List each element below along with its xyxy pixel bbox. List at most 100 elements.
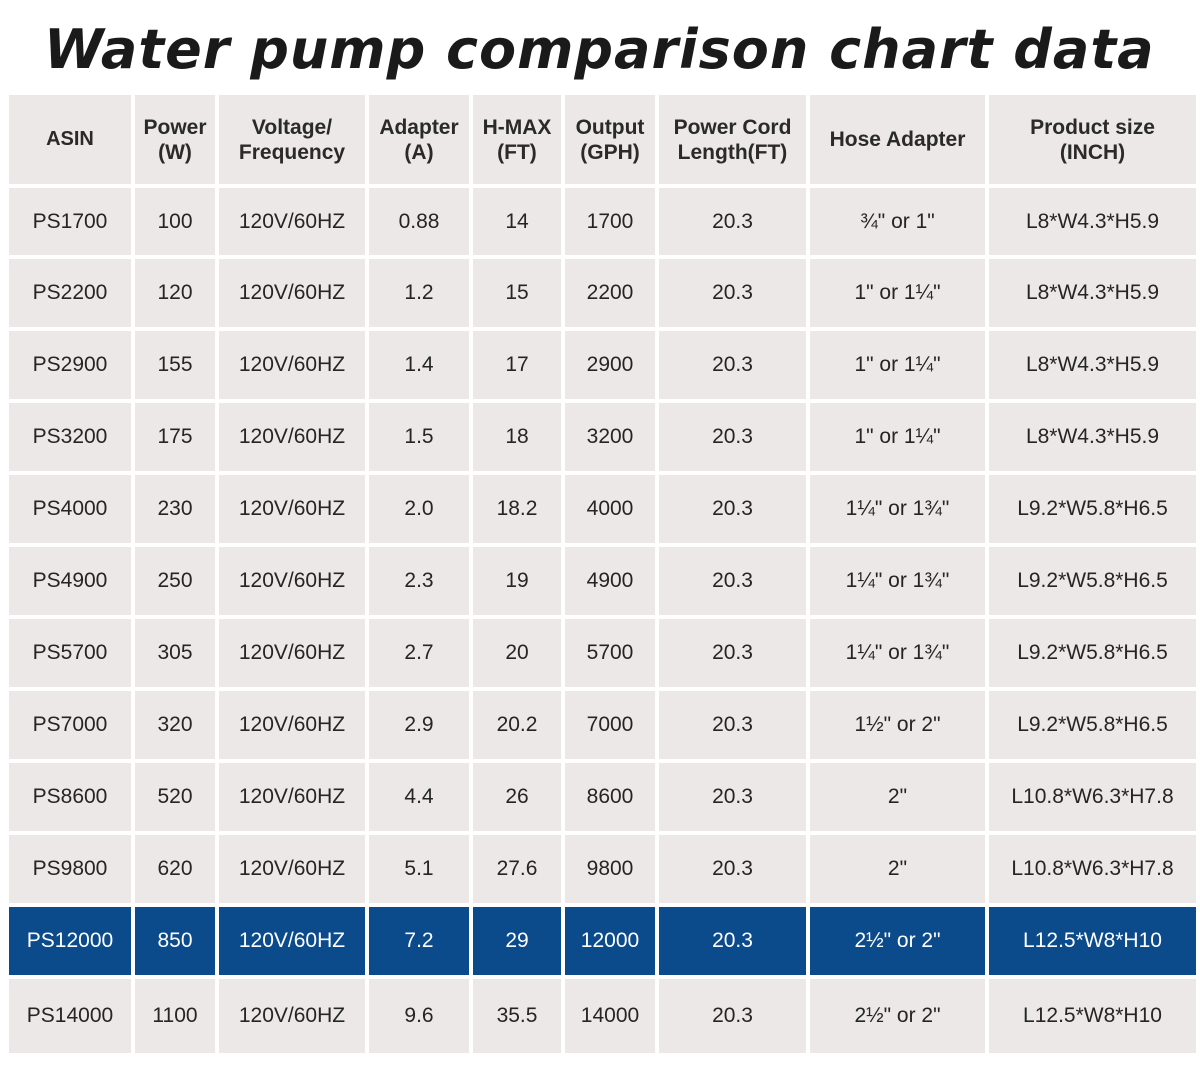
table-cell-voltage-frequency: 120V/60HZ xyxy=(219,547,365,615)
table-cell-asin: PS2900 xyxy=(9,331,131,399)
table-cell-adapter: 1.5 xyxy=(369,403,469,471)
table-cell-power: 1100 xyxy=(135,979,215,1053)
table-cell-power: 155 xyxy=(135,331,215,399)
table-cell-h-max: 17 xyxy=(473,331,561,399)
table-cell-hose-adapter: ¾" or 1" xyxy=(810,188,985,255)
table-cell-power-cord-length: 20.3 xyxy=(659,691,806,759)
table-cell-hose-adapter: 1¼" or 1¾" xyxy=(810,619,985,687)
table-cell-hose-adapter: 2½" or 2" xyxy=(810,979,985,1053)
header-hose-adapter: Hose Adapter xyxy=(810,95,985,184)
table-cell-h-max: 26 xyxy=(473,763,561,831)
table-cell-asin: PS3200 xyxy=(9,403,131,471)
table-cell-output: 4900 xyxy=(565,547,655,615)
table-cell-h-max: 29 xyxy=(473,907,561,975)
table-cell-voltage-frequency: 120V/60HZ xyxy=(219,188,365,255)
table-cell-power: 120 xyxy=(135,259,215,327)
table-cell-voltage-frequency: 120V/60HZ xyxy=(219,403,365,471)
table-cell-voltage-frequency: 120V/60HZ xyxy=(219,619,365,687)
table-cell-h-max: 19 xyxy=(473,547,561,615)
table-cell-output: 5700 xyxy=(565,619,655,687)
table-cell-power-cord-length: 20.3 xyxy=(659,403,806,471)
page-title: Water pump comparison chart data xyxy=(44,18,1155,81)
comparison-table: ASIN Power (W) Voltage/ Frequency Adapte… xyxy=(9,95,1196,1063)
table-cell-output: 14000 xyxy=(565,979,655,1053)
table-cell-asin: PS8600 xyxy=(9,763,131,831)
table-cell-product-size: L10.8*W6.3*H7.8 xyxy=(989,835,1196,903)
table-cell-output: 4000 xyxy=(565,475,655,543)
table-cell-product-size: L12.5*W8*H10 xyxy=(989,907,1196,975)
table-cell-asin: PS1700 xyxy=(9,188,131,255)
table-cell-hose-adapter: 1¼" or 1¾" xyxy=(810,547,985,615)
table-cell-power-cord-length: 20.3 xyxy=(659,763,806,831)
table-cell-power: 100 xyxy=(135,188,215,255)
header-h-max: H-MAX (FT) xyxy=(473,95,561,184)
table-cell-voltage-frequency: 120V/60HZ xyxy=(219,907,365,975)
table-cell-h-max: 14 xyxy=(473,188,561,255)
table-cell-power-cord-length: 20.3 xyxy=(659,331,806,399)
table-cell-h-max: 35.5 xyxy=(473,979,561,1053)
header-power-cord-length: Power Cord Length(FT) xyxy=(659,95,806,184)
table-cell-power-cord-length: 20.3 xyxy=(659,979,806,1053)
table-cell-adapter: 1.4 xyxy=(369,331,469,399)
table-cell-asin: PS2200 xyxy=(9,259,131,327)
table-cell-asin: PS12000 xyxy=(9,907,131,975)
table-cell-hose-adapter: 2½" or 2" xyxy=(810,907,985,975)
table-cell-h-max: 15 xyxy=(473,259,561,327)
table-cell-power: 175 xyxy=(135,403,215,471)
table-cell-product-size: L8*W4.3*H5.9 xyxy=(989,188,1196,255)
table-cell-asin: PS7000 xyxy=(9,691,131,759)
header-product-size: Product size (INCH) xyxy=(989,95,1196,184)
table-cell-h-max: 18 xyxy=(473,403,561,471)
table-cell-power: 250 xyxy=(135,547,215,615)
table-cell-power: 520 xyxy=(135,763,215,831)
table-cell-power-cord-length: 20.3 xyxy=(659,619,806,687)
header-asin: ASIN xyxy=(9,95,131,184)
table-cell-power-cord-length: 20.3 xyxy=(659,835,806,903)
table-cell-asin: PS4900 xyxy=(9,547,131,615)
table-cell-product-size: L9.2*W5.8*H6.5 xyxy=(989,619,1196,687)
table-cell-hose-adapter: 1¼" or 1¾" xyxy=(810,475,985,543)
table-cell-output: 1700 xyxy=(565,188,655,255)
table-cell-output: 12000 xyxy=(565,907,655,975)
table-cell-power: 850 xyxy=(135,907,215,975)
table-cell-adapter: 5.1 xyxy=(369,835,469,903)
table-cell-power: 620 xyxy=(135,835,215,903)
table-cell-adapter: 2.9 xyxy=(369,691,469,759)
table-cell-voltage-frequency: 120V/60HZ xyxy=(219,763,365,831)
table-cell-h-max: 20.2 xyxy=(473,691,561,759)
header-power: Power (W) xyxy=(135,95,215,184)
table-cell-product-size: L8*W4.3*H5.9 xyxy=(989,259,1196,327)
table-cell-power-cord-length: 20.3 xyxy=(659,259,806,327)
table-cell-power-cord-length: 20.3 xyxy=(659,907,806,975)
table-cell-power-cord-length: 20.3 xyxy=(659,475,806,543)
table-cell-voltage-frequency: 120V/60HZ xyxy=(219,835,365,903)
table-cell-adapter: 2.7 xyxy=(369,619,469,687)
table-cell-h-max: 20 xyxy=(473,619,561,687)
table-cell-hose-adapter: 1½" or 2" xyxy=(810,691,985,759)
table-cell-adapter: 4.4 xyxy=(369,763,469,831)
table-cell-adapter: 7.2 xyxy=(369,907,469,975)
table-cell-product-size: L10.8*W6.3*H7.8 xyxy=(989,763,1196,831)
table-cell-voltage-frequency: 120V/60HZ xyxy=(219,691,365,759)
table-cell-output: 8600 xyxy=(565,763,655,831)
table-cell-asin: PS5700 xyxy=(9,619,131,687)
table-cell-power: 305 xyxy=(135,619,215,687)
table-cell-output: 9800 xyxy=(565,835,655,903)
table-cell-product-size: L8*W4.3*H5.9 xyxy=(989,331,1196,399)
table-cell-h-max: 18.2 xyxy=(473,475,561,543)
table-cell-hose-adapter: 1" or 1¼" xyxy=(810,331,985,399)
table-cell-output: 2200 xyxy=(565,259,655,327)
table-cell-adapter: 1.2 xyxy=(369,259,469,327)
table-cell-power-cord-length: 20.3 xyxy=(659,547,806,615)
header-output: Output (GPH) xyxy=(565,95,655,184)
table-cell-asin: PS4000 xyxy=(9,475,131,543)
table-cell-output: 7000 xyxy=(565,691,655,759)
table-cell-product-size: L9.2*W5.8*H6.5 xyxy=(989,691,1196,759)
table-cell-hose-adapter: 1" or 1¼" xyxy=(810,259,985,327)
table-cell-hose-adapter: 2" xyxy=(810,763,985,831)
table-cell-voltage-frequency: 120V/60HZ xyxy=(219,259,365,327)
table-cell-asin: PS14000 xyxy=(9,979,131,1053)
table-cell-asin: PS9800 xyxy=(9,835,131,903)
table-cell-voltage-frequency: 120V/60HZ xyxy=(219,475,365,543)
header-adapter: Adapter (A) xyxy=(369,95,469,184)
